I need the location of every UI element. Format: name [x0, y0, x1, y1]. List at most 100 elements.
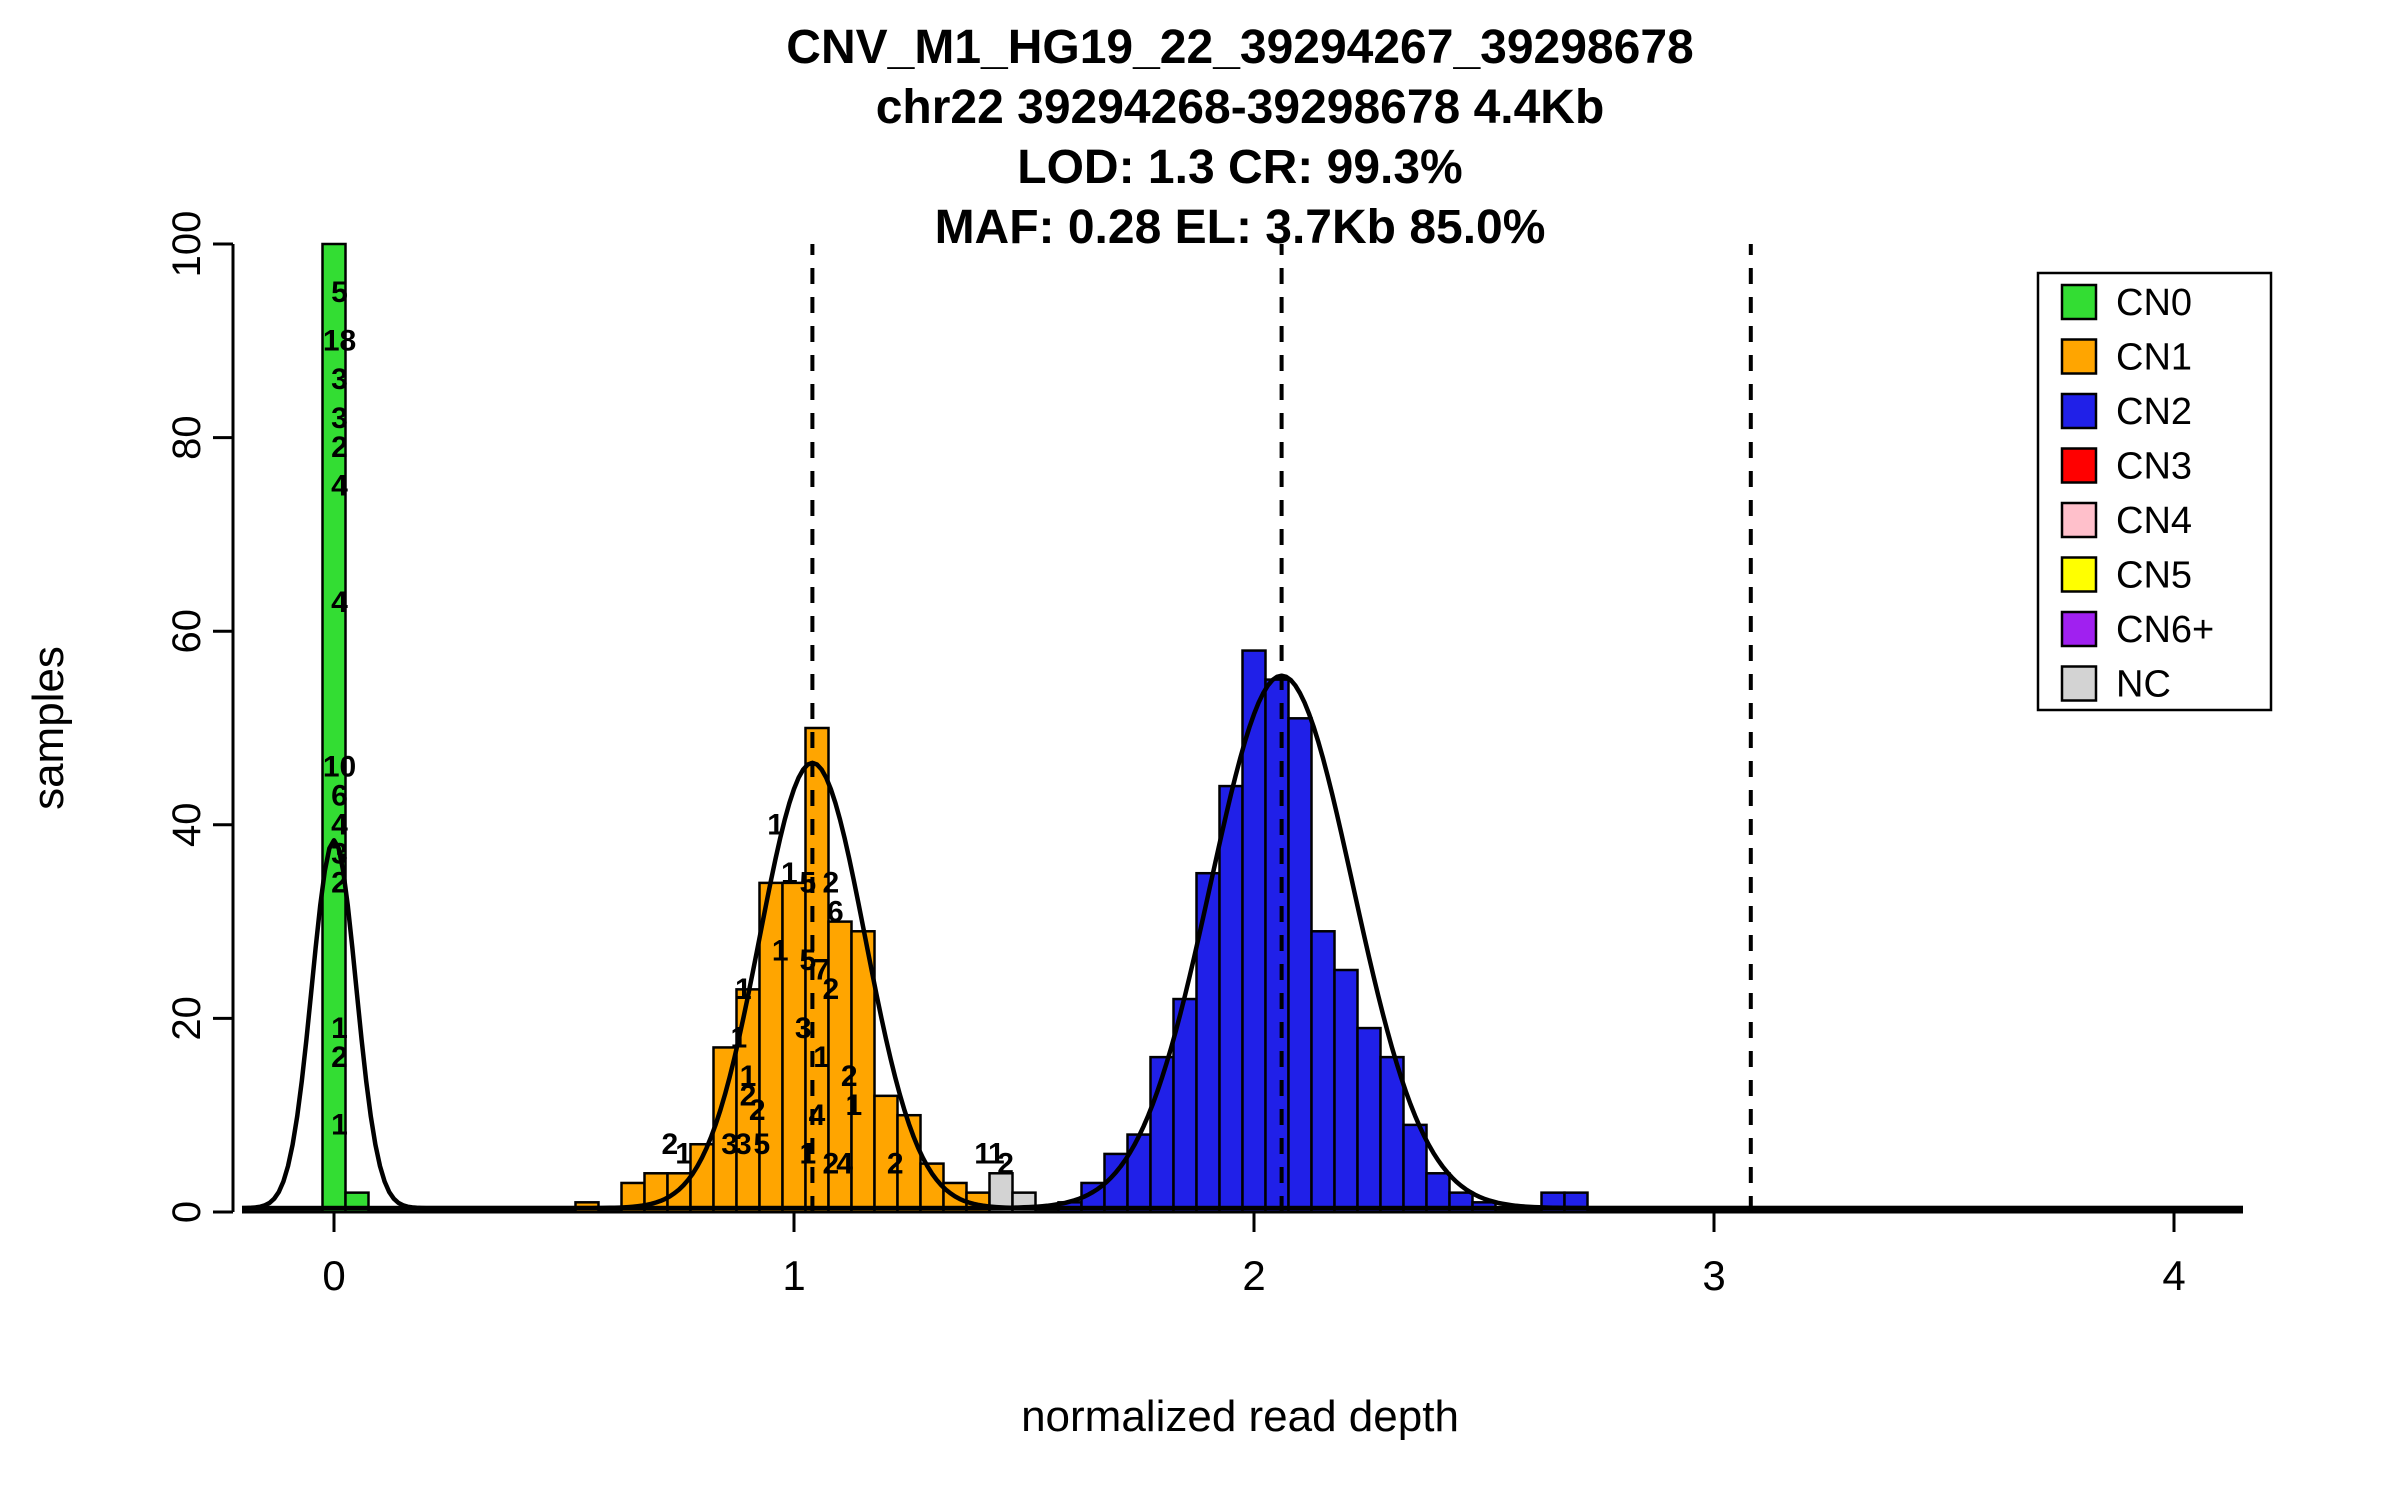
- y-tick-label: 40: [165, 803, 209, 848]
- bar-count-label: 1: [675, 1138, 692, 1171]
- bar-count-label: 3: [331, 838, 348, 871]
- bar-count-label: 1: [813, 1041, 830, 1074]
- legend-label: CN3: [2116, 446, 2192, 488]
- bar-count-label: 5: [753, 1128, 770, 1161]
- title-line-2: chr22 39294268-39298678 4.4Kb: [875, 81, 1605, 134]
- bar-count-label: 2: [749, 1094, 766, 1127]
- legend-swatch-cn6plus: [2060, 610, 2098, 648]
- title-line-3: LOD: 1.3 CR: 99.3%: [1017, 141, 1463, 194]
- bar-count-label: 1: [781, 857, 798, 890]
- bar-count-label: 4: [331, 470, 348, 503]
- bar-count-label: 2: [997, 1147, 1014, 1180]
- bar-count-label: 2: [331, 431, 348, 464]
- bar-count-label: 4: [809, 1099, 826, 1132]
- legend-swatch-cn2: [2060, 392, 2098, 430]
- bar-count-label: 1: [331, 1012, 348, 1045]
- bar-count-label: 5: [799, 867, 816, 900]
- bar-count-label: 2: [661, 1128, 678, 1161]
- bar-count-label: 2: [331, 867, 348, 900]
- bar-count-label: 2: [822, 1147, 839, 1180]
- legend-label: CN1: [2116, 337, 2192, 379]
- histogram-bar: [1218, 784, 1244, 1214]
- bar-count-label: 2: [740, 1080, 757, 1113]
- x-tick-label: 4: [2162, 1252, 2185, 1299]
- x-tick-label: 1: [782, 1252, 805, 1299]
- bar-count-label: 1: [735, 973, 752, 1006]
- y-tick-label: 0: [165, 1201, 209, 1223]
- bars-cn2: [1057, 649, 1589, 1214]
- bar-count-label: 1: [845, 1089, 862, 1122]
- bar-count-label: 2: [822, 973, 839, 1006]
- legend-label: CN5: [2116, 555, 2192, 597]
- bar-count-label: 3: [735, 1128, 752, 1161]
- bar-count-label: 1: [799, 1138, 816, 1171]
- x-tick-label: 0: [322, 1252, 345, 1299]
- legend-swatch-nc: [2060, 665, 2098, 702]
- legend: CN0 CN1 CN2 CN3 CN4 CN5 CN6+ NC: [2036, 271, 2273, 712]
- bar-count-label: 1: [740, 1060, 757, 1093]
- bar-count-label: 1: [974, 1138, 991, 1171]
- bar-count-label: 2: [822, 867, 839, 900]
- bar-count-label: 1: [988, 1138, 1005, 1171]
- bar-count-label: 1: [767, 808, 784, 841]
- bars-cn1: [574, 726, 991, 1214]
- histogram-bar: [321, 242, 347, 1214]
- title-line-1: CNV_M1_HG19_22_39294267_39298678: [786, 21, 1694, 74]
- bar-count-label: 3: [331, 363, 348, 396]
- legend-label: NC: [2116, 664, 2171, 706]
- chart-title: CNV_M1_HG19_22_39294267_39298678 chr22 3…: [80, 18, 2400, 258]
- x-axis-label: normalized read depth: [1021, 1392, 1459, 1441]
- histogram-bar: [1264, 678, 1290, 1214]
- histogram-bar: [1310, 930, 1336, 1214]
- legend-swatch-cn1: [2060, 338, 2098, 375]
- y-axis-label: samples: [24, 646, 73, 810]
- bars-cn0: [321, 242, 370, 1214]
- bar-count-label: 2: [841, 1060, 858, 1093]
- bar-count-label: 4: [836, 1147, 853, 1180]
- bar-count-label: 3: [331, 402, 348, 435]
- gaussian-curves: [241, 673, 2243, 1211]
- legend-swatch-cn3: [2060, 447, 2098, 484]
- x-tick-label: 2: [1242, 1252, 1265, 1299]
- bar-count-label: 1: [772, 934, 789, 967]
- histogram-bar: [758, 881, 784, 1214]
- bar-count-label: 2: [887, 1147, 904, 1180]
- bar-count-label: 1: [730, 1021, 747, 1054]
- legend-label: CN6+: [2116, 609, 2214, 651]
- bar-count-label: 5: [799, 944, 816, 977]
- histogram-bar: [1356, 1026, 1382, 1214]
- legend-swatch-cn4: [2060, 501, 2098, 539]
- legend-swatch-cn5: [2060, 556, 2098, 593]
- title-line-4: MAF: 0.28 EL: 3.7Kb 85.0%: [934, 201, 1546, 254]
- histogram-bar: [1402, 1123, 1428, 1214]
- bar-count-label: 4: [331, 586, 348, 619]
- gaussian-curve: [242, 673, 2243, 1211]
- legend-label: CN0: [2116, 282, 2192, 324]
- y-tick-label: 100: [165, 211, 209, 278]
- bar-count-label: 5: [331, 276, 348, 309]
- legend-label: CN2: [2116, 391, 2192, 433]
- bar-count-label: 6: [827, 896, 844, 929]
- legend-swatch-cn0: [2060, 283, 2098, 321]
- y-tick-label: 80: [165, 415, 209, 460]
- bar-count-label: 7: [813, 954, 830, 987]
- histogram-bar: [1126, 1133, 1152, 1214]
- histogram-bar: [1333, 968, 1359, 1214]
- bar-count-label: 6: [331, 779, 348, 812]
- y-tick-label: 60: [165, 609, 209, 654]
- bar-count-label: 1: [331, 1109, 348, 1142]
- y-tick-label: 20: [165, 996, 209, 1041]
- bar-count-label: 3: [795, 1012, 812, 1045]
- bar-count-label: 3: [721, 1128, 738, 1161]
- x-tick-label: 3: [1702, 1252, 1725, 1299]
- legend-label: CN4: [2116, 500, 2192, 542]
- bar-count-label: 2: [331, 1041, 348, 1074]
- bar-count-label: 4: [331, 808, 348, 841]
- bar-count-label: 18: [323, 324, 356, 357]
- histogram-bar: [1287, 717, 1313, 1214]
- bar-count-label: 10: [323, 750, 356, 783]
